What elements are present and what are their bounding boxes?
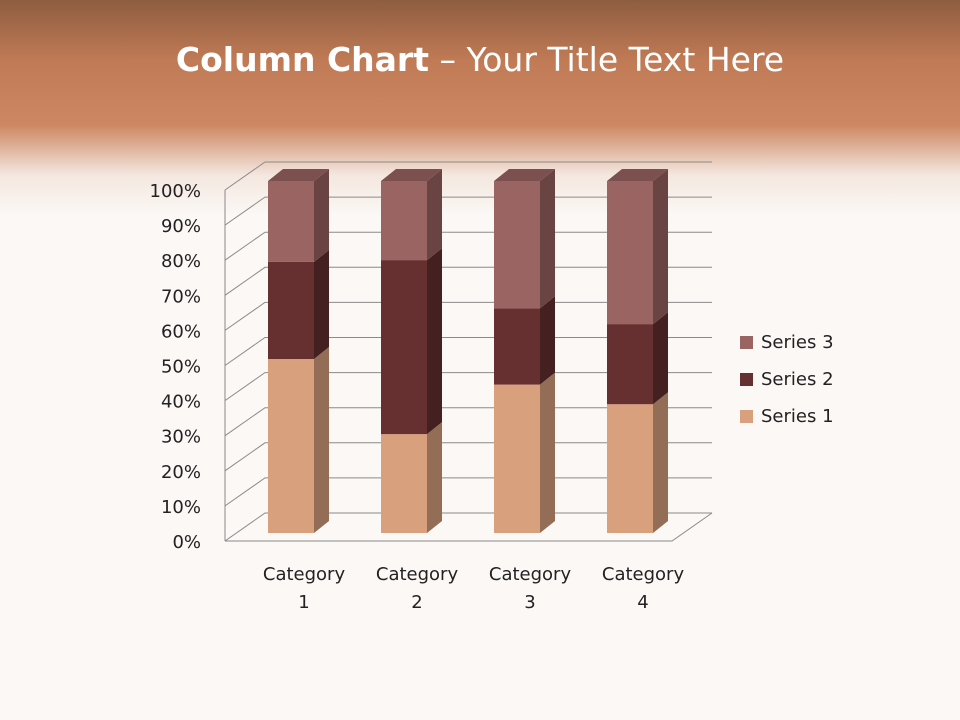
gridline: [224, 372, 712, 402]
bar-side: [427, 169, 442, 261]
bar-front: [607, 181, 653, 325]
y-tick-label: 20%: [161, 462, 201, 483]
y-tick-label: 40%: [161, 392, 201, 413]
slide-title: Column Chart – Your Title Text Here: [175, 40, 785, 79]
bar-side: [314, 347, 329, 533]
x-tick-label: Category 1: [263, 564, 346, 613]
bar-front: [381, 434, 427, 533]
bar-top: [494, 169, 555, 181]
bar-side: [314, 169, 329, 262]
x-tick-label: Category 3: [489, 564, 572, 613]
bar-front: [268, 261, 314, 360]
gridline: [224, 301, 712, 331]
y-tick-label: 90%: [161, 216, 201, 237]
bar-front: [494, 308, 540, 385]
legend-label: Series 3: [761, 332, 834, 353]
bar-side: [314, 249, 329, 360]
legend-swatch: [740, 373, 753, 386]
bar-front: [494, 384, 540, 533]
y-tick-label: 50%: [161, 357, 201, 378]
legend-swatch: [740, 336, 753, 349]
y-tick-label: 70%: [161, 286, 201, 307]
bar-side: [540, 296, 555, 385]
bar-side: [653, 312, 668, 405]
gridline: [224, 266, 712, 296]
bar-side: [427, 422, 442, 533]
legend-label: Series 2: [761, 369, 834, 390]
x-tick-label: Category 2: [376, 564, 459, 613]
bar-front: [607, 324, 653, 405]
x-tick-label: Category 4: [602, 564, 685, 613]
bar-side: [540, 169, 555, 309]
bar-front: [381, 260, 427, 435]
gridline: [224, 337, 712, 366]
x-axis: [225, 512, 713, 542]
gridline: [224, 442, 712, 472]
bar-side: [653, 392, 668, 533]
bar-front: [494, 181, 540, 309]
gridline: [224, 161, 712, 191]
gridline: [224, 512, 712, 542]
bar-side: [653, 169, 668, 325]
legend-label: Series 1: [761, 406, 834, 427]
bar-front: [268, 359, 314, 533]
y-tick-label: 60%: [161, 321, 201, 342]
bar-front: [607, 404, 653, 533]
bar-side: [427, 248, 442, 435]
y-tick-label: 30%: [161, 427, 201, 448]
gridline: [224, 231, 712, 261]
gridline: [224, 407, 712, 437]
legend-item: Series 3: [740, 332, 834, 353]
y-tick-label: 10%: [161, 497, 201, 518]
legend-item: Series 1: [740, 406, 834, 427]
y-tick-label: 80%: [161, 251, 201, 272]
bar-front: [268, 181, 314, 262]
bar-top: [268, 169, 329, 181]
bar-side: [540, 372, 555, 533]
y-tick-label: 0%: [172, 532, 201, 553]
bar-top: [607, 169, 668, 181]
gridline: [224, 477, 712, 507]
legend-item: Series 2: [740, 369, 834, 390]
bar-top: [381, 169, 442, 181]
gridline: [224, 196, 712, 226]
legend-swatch: [740, 410, 753, 423]
y-tick-label: 100%: [150, 181, 201, 202]
bar-front: [381, 181, 427, 261]
